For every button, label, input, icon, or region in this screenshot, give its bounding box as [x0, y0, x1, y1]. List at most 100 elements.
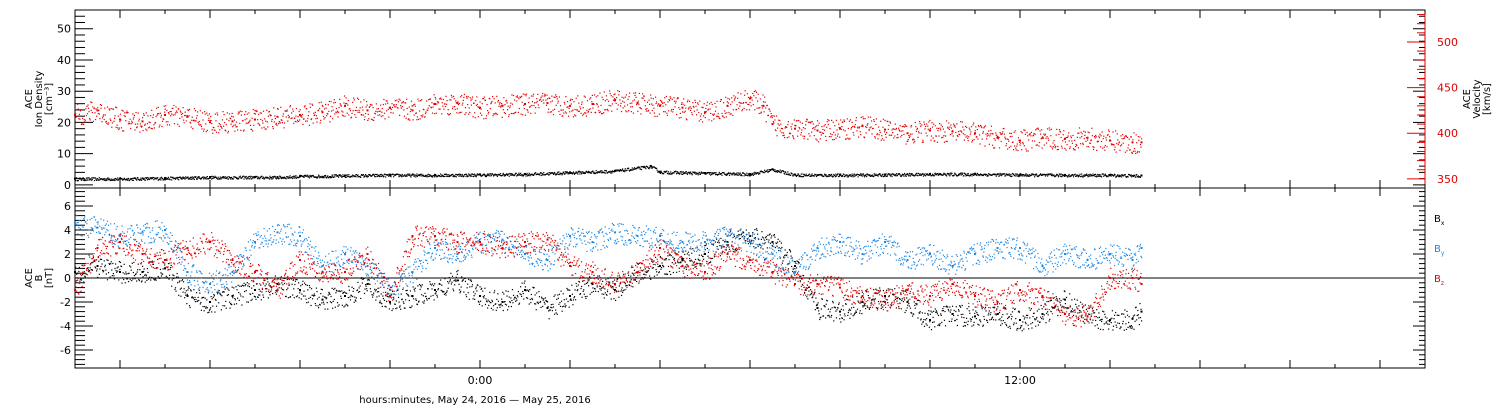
trace-dot: [1123, 137, 1125, 139]
trace-dot: [1028, 174, 1030, 176]
trace-dot: [699, 115, 701, 117]
trace-dot: [738, 101, 740, 104]
trace-dot: [332, 307, 334, 309]
trace-dot: [781, 128, 784, 130]
trace-dot: [400, 105, 402, 107]
trace-dot: [310, 288, 313, 290]
trace-dot: [520, 113, 522, 115]
trace-dot: [767, 171, 770, 173]
trace-dot: [1056, 149, 1058, 151]
trace-dot: [1111, 174, 1113, 176]
trace-dot: [947, 126, 949, 128]
trace-dot: [542, 92, 544, 95]
trace-dot: [835, 137, 837, 139]
trace-dot: [775, 115, 778, 117]
trace-dot: [832, 175, 834, 178]
trace-dot: [923, 173, 926, 175]
trace-dot: [940, 124, 942, 126]
trace-dot: [816, 174, 819, 177]
trace-dot: [275, 122, 278, 125]
trace-dot: [1038, 174, 1041, 176]
trace-dot: [332, 118, 334, 120]
trace-dot: [115, 126, 117, 128]
data-point: [974, 315, 976, 318]
trace-dot: [312, 174, 314, 177]
trace-dot: [265, 120, 267, 122]
trace-dot: [657, 171, 659, 173]
trace-dot: [992, 133, 994, 135]
trace-dot: [176, 111, 178, 114]
trace-dot: [1129, 149, 1131, 151]
trace-dot: [129, 279, 131, 281]
trace-dot: [710, 174, 712, 176]
trace-dot: [889, 174, 891, 176]
trace-dot: [292, 294, 294, 296]
trace-dot: [691, 172, 693, 175]
trace-dot: [773, 169, 775, 171]
trace-dot: [627, 98, 629, 100]
trace-dot: [809, 122, 812, 124]
trace-dot: [348, 114, 350, 116]
trace-dot: [609, 93, 611, 95]
trace-dot: [1043, 144, 1045, 146]
data-point: [794, 127, 796, 130]
trace-dot: [391, 290, 394, 293]
trace-dot: [105, 269, 107, 271]
trace-dot: [547, 172, 549, 174]
left-axis-title-line: ACE: [24, 268, 35, 288]
trace-dot: [614, 170, 616, 172]
trace-dot: [1003, 173, 1005, 175]
trace-dot: [480, 108, 482, 110]
trace-dot: [326, 115, 328, 117]
trace-dot: [83, 272, 85, 275]
trace-dot: [210, 295, 212, 298]
trace-dot: [375, 289, 377, 291]
trace-dot: [256, 110, 258, 113]
trace-dot: [444, 278, 446, 280]
trace-dot: [109, 276, 111, 278]
trace-dot: [691, 114, 693, 116]
trace-dot: [553, 108, 556, 110]
trace-dot: [883, 131, 886, 133]
trace-dot: [387, 296, 389, 298]
trace-dot: [695, 173, 697, 175]
trace-dot: [441, 174, 443, 176]
trace-dot: [341, 304, 343, 306]
trace-dot: [771, 115, 773, 117]
trace-dot: [873, 176, 875, 178]
trace-dot: [1048, 139, 1050, 141]
trace-dot: [610, 172, 612, 174]
trace-dot: [436, 296, 438, 298]
trace-dot: [741, 175, 743, 177]
trace-dot: [1044, 173, 1046, 176]
trace-dot: [635, 96, 637, 98]
trace-dot: [411, 174, 413, 176]
trace-dot: [87, 107, 90, 109]
trace-dot: [1018, 139, 1020, 141]
trace-dot: [89, 270, 91, 272]
trace-dot: [1092, 148, 1095, 151]
trace-dot: [584, 172, 586, 174]
trace-dot: [573, 101, 575, 103]
trace-dot: [751, 173, 753, 175]
trace-dot: [153, 124, 155, 126]
trace-dot: [881, 135, 883, 137]
trace-dot: [399, 99, 401, 101]
trace-dot: [229, 176, 231, 179]
trace-dot: [114, 267, 116, 270]
trace-dot: [663, 170, 665, 172]
trace-dot: [334, 306, 336, 308]
trace-dot: [138, 278, 140, 281]
trace-dot: [919, 174, 921, 176]
trace-dot: [843, 173, 845, 176]
trace-dot: [952, 135, 954, 137]
trace-dot: [532, 93, 535, 95]
trace-dot: [207, 119, 210, 121]
trace-dot: [403, 302, 405, 305]
trace-dot: [914, 140, 916, 143]
trace-dot: [132, 177, 134, 180]
trace-dot: [210, 177, 212, 179]
trace-dot: [470, 173, 473, 175]
trace-dot: [681, 111, 684, 113]
trace-dot: [309, 174, 311, 177]
